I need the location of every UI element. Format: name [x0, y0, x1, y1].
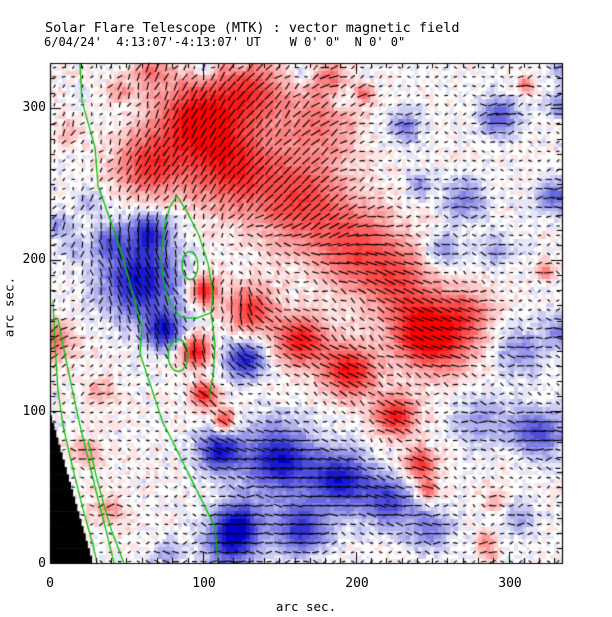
x-tick-label-200: 200 — [345, 576, 369, 591]
x-tick-label-0: 0 — [46, 576, 54, 591]
y-tick-label-300: 300 — [22, 100, 46, 115]
y-tick-label-0: 0 — [38, 556, 46, 571]
page-title: Solar Flare Telescope (MTK) : vector mag… — [45, 20, 460, 36]
x-axis-label: arc sec. — [275, 599, 337, 614]
x-tick-label-300: 300 — [498, 576, 522, 591]
x-tick-label-100: 100 — [192, 576, 216, 591]
y-tick-label-100: 100 — [22, 404, 46, 419]
y-axis-label: arc sec. — [1, 276, 17, 338]
y-tick-label-200: 200 — [22, 252, 46, 267]
plot-subtitle: 6/04/24' 4:13:07'-4:13:07' UT W 0' 0" N … — [44, 35, 406, 49]
